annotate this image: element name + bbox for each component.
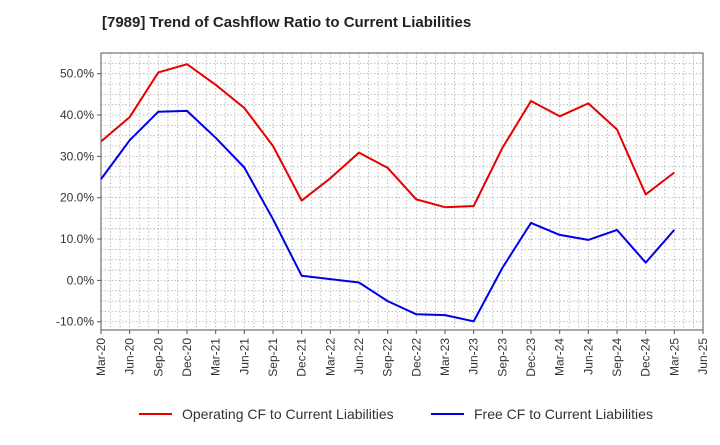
y-tick-label: 10.0% xyxy=(60,232,94,246)
x-tick-label: Sep-21 xyxy=(266,338,280,377)
x-tick-label: Dec-21 xyxy=(295,338,309,377)
x-tick-label: Jun-22 xyxy=(352,338,366,375)
x-tick-label: Mar-21 xyxy=(209,338,223,376)
plot-frame xyxy=(100,52,704,331)
series-line-1 xyxy=(100,63,675,209)
x-tick-label: Jun-25 xyxy=(696,338,710,375)
x-tick-label: Mar-23 xyxy=(438,338,452,376)
legend-label-2: Free CF to Current Liabilities xyxy=(474,406,653,422)
x-tick-label: Sep-20 xyxy=(151,338,165,377)
x-tick-label: Jun-21 xyxy=(237,338,251,375)
x-tick-label: Mar-25 xyxy=(667,338,681,376)
x-tick-label: Mar-24 xyxy=(553,338,567,376)
x-tick-label: Mar-20 xyxy=(94,338,108,376)
x-tick-label: Jun-20 xyxy=(123,338,137,375)
x-tick-label: Dec-24 xyxy=(639,338,653,377)
x-tick-label: Jun-23 xyxy=(467,338,481,375)
x-tick-label: Dec-23 xyxy=(524,338,538,377)
x-tick-label: Sep-24 xyxy=(610,338,624,377)
x-tick-label: Jun-24 xyxy=(581,338,595,375)
x-tick-label: Mar-22 xyxy=(323,338,337,376)
series-line-2 xyxy=(100,109,676,323)
y-tick-label: 30.0% xyxy=(60,149,94,163)
x-tick-label: Sep-22 xyxy=(381,338,395,377)
x-tick-label: Dec-20 xyxy=(180,338,194,377)
y-tick-label: 40.0% xyxy=(60,108,94,122)
y-tick-label: 0.0% xyxy=(67,273,95,287)
legend-label-1: Operating CF to Current Liabilities xyxy=(182,406,394,422)
chart-title: [7989] Trend of Cashflow Ratio to Curren… xyxy=(102,14,472,31)
x-tick-label: Dec-22 xyxy=(409,338,423,377)
x-tick-label: Sep-23 xyxy=(495,338,509,377)
y-tick-label: -10.0% xyxy=(56,315,94,329)
y-tick-label: 20.0% xyxy=(60,191,94,205)
y-tick-label: 50.0% xyxy=(60,67,94,81)
